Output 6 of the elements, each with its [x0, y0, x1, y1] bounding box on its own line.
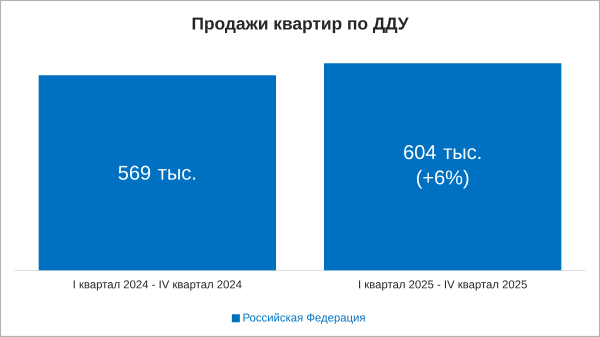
x-tick-label: I квартал 2024 - IV квартал 2024: [74, 280, 242, 291]
data-label: 569 тыс.: [118, 166, 196, 180]
x-tick-label: I квартал 2025 - IV квартал 2025: [359, 280, 527, 291]
data-label: 604 тыс. (+6%): [404, 145, 480, 188]
chart-title: Продажи квартир по ДДУ: [192, 18, 409, 34]
legend-label: Российская Федерация: [243, 313, 365, 324]
